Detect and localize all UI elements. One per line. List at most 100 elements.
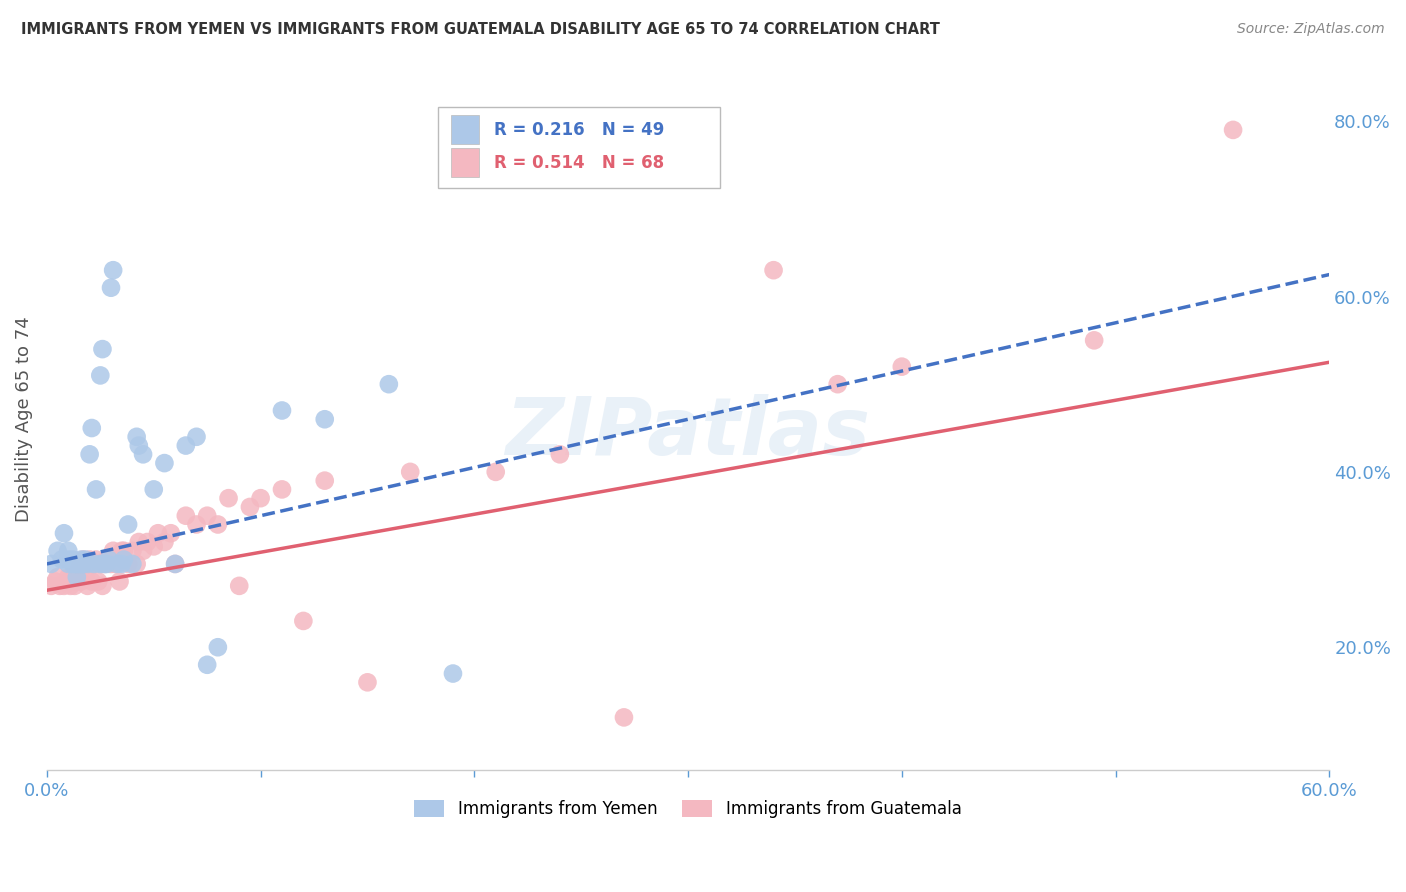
- Point: [58, 570, 80, 584]
- Point: [76, 579, 98, 593]
- Point: [62, 570, 84, 584]
- Point: [62, 552, 84, 566]
- Point: [548, 447, 571, 461]
- Y-axis label: Disability Age 65 to 74: Disability Age 65 to 74: [15, 317, 32, 522]
- Point: [70, 557, 93, 571]
- Point: [58, 557, 80, 571]
- Point: [58, 574, 80, 589]
- Point: [160, 526, 183, 541]
- Point: [132, 447, 155, 461]
- Point: [485, 465, 508, 479]
- Legend: Immigrants from Yemen, Immigrants from Guatemala: Immigrants from Yemen, Immigrants from G…: [408, 793, 969, 825]
- Point: [890, 359, 912, 374]
- Point: [128, 535, 150, 549]
- Text: R = 0.216   N = 49: R = 0.216 N = 49: [495, 120, 665, 138]
- Point: [165, 557, 187, 571]
- Point: [63, 579, 86, 593]
- Point: [100, 557, 122, 571]
- Point: [132, 543, 155, 558]
- Point: [142, 540, 165, 554]
- Point: [111, 543, 134, 558]
- Point: [75, 552, 97, 566]
- Point: [136, 535, 159, 549]
- Point: [72, 552, 94, 566]
- Point: [67, 557, 90, 571]
- Point: [89, 557, 111, 571]
- Point: [76, 557, 98, 571]
- Point: [70, 552, 93, 566]
- Point: [125, 430, 148, 444]
- Point: [39, 579, 62, 593]
- Point: [146, 526, 169, 541]
- Point: [121, 557, 143, 571]
- Point: [63, 557, 86, 571]
- Text: R = 0.514   N = 68: R = 0.514 N = 68: [495, 153, 665, 171]
- Point: [89, 368, 111, 383]
- Point: [89, 557, 111, 571]
- Point: [100, 281, 122, 295]
- Point: [66, 574, 89, 589]
- Point: [107, 552, 129, 566]
- Point: [96, 557, 118, 571]
- Point: [142, 483, 165, 497]
- Point: [84, 483, 107, 497]
- Point: [53, 526, 76, 541]
- Point: [87, 574, 110, 589]
- Point: [79, 557, 101, 571]
- Point: [195, 508, 218, 523]
- Point: [75, 570, 97, 584]
- Point: [53, 579, 76, 593]
- Point: [67, 561, 90, 575]
- Point: [83, 557, 105, 571]
- Point: [58, 552, 80, 566]
- Point: [108, 574, 131, 589]
- Point: [249, 491, 271, 505]
- Point: [1083, 334, 1105, 348]
- Point: [112, 552, 135, 566]
- Point: [207, 517, 229, 532]
- Point: [97, 552, 120, 566]
- Point: [101, 543, 124, 558]
- Point: [228, 579, 250, 593]
- Point: [72, 557, 94, 571]
- Point: [107, 557, 129, 571]
- Point: [186, 517, 208, 532]
- Text: Source: ZipAtlas.com: Source: ZipAtlas.com: [1237, 22, 1385, 37]
- Point: [66, 570, 89, 584]
- Point: [153, 456, 176, 470]
- FancyBboxPatch shape: [451, 115, 479, 145]
- Point: [356, 675, 378, 690]
- Point: [218, 491, 240, 505]
- Point: [79, 552, 101, 566]
- Point: [165, 557, 187, 571]
- Point: [762, 263, 785, 277]
- Point: [59, 579, 82, 593]
- Point: [125, 557, 148, 571]
- Point: [70, 574, 93, 589]
- Point: [62, 574, 84, 589]
- Point: [80, 421, 103, 435]
- FancyBboxPatch shape: [451, 148, 479, 178]
- Point: [117, 557, 139, 571]
- Point: [51, 552, 73, 566]
- Point: [112, 543, 135, 558]
- Point: [111, 557, 134, 571]
- Point: [613, 710, 636, 724]
- Point: [378, 377, 401, 392]
- Point: [39, 557, 62, 571]
- Point: [1222, 123, 1244, 137]
- Point: [100, 552, 122, 566]
- Text: IMMIGRANTS FROM YEMEN VS IMMIGRANTS FROM GUATEMALA DISABILITY AGE 65 TO 74 CORRE: IMMIGRANTS FROM YEMEN VS IMMIGRANTS FROM…: [21, 22, 941, 37]
- Point: [271, 403, 294, 417]
- Point: [62, 557, 84, 571]
- Point: [66, 557, 89, 571]
- Point: [91, 342, 114, 356]
- Point: [314, 474, 336, 488]
- Point: [827, 377, 849, 392]
- Point: [104, 557, 127, 571]
- Point: [93, 557, 115, 571]
- Point: [153, 535, 176, 549]
- Point: [207, 640, 229, 655]
- Point: [91, 579, 114, 593]
- FancyBboxPatch shape: [439, 107, 720, 188]
